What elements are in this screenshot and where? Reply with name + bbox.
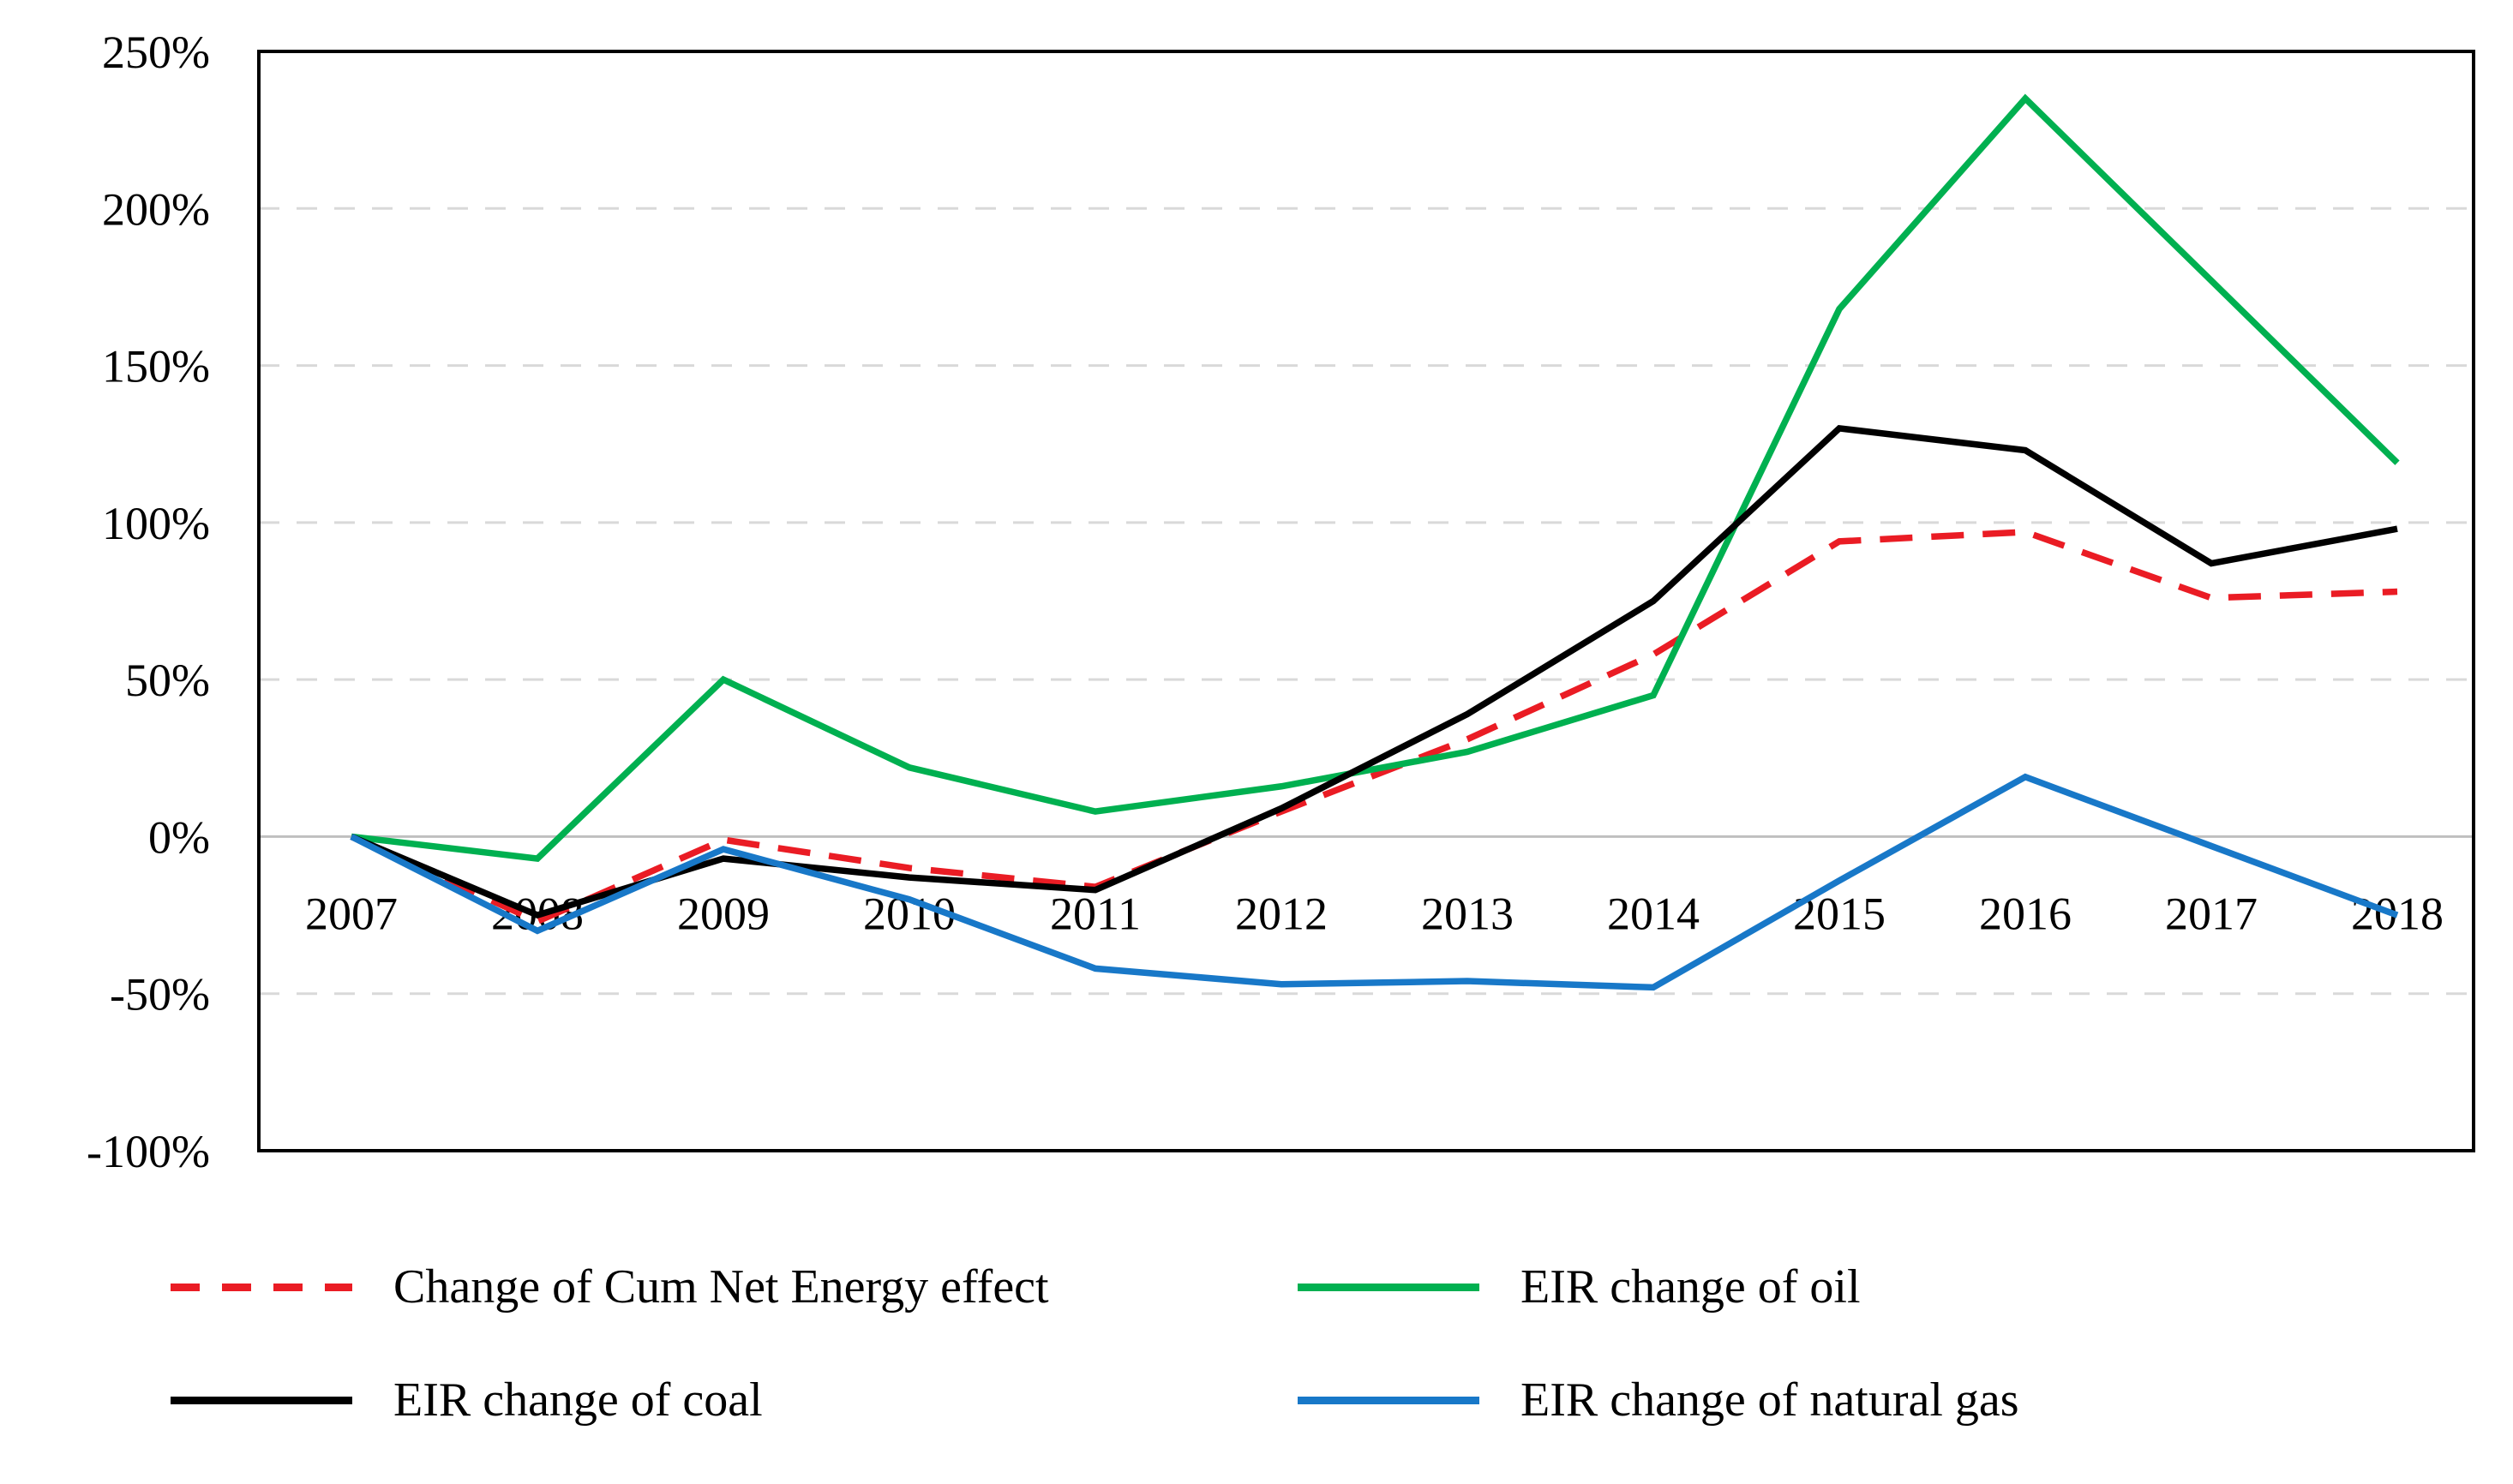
- x-axis-label-2011: 2011: [1050, 888, 1141, 939]
- y-axis-label--100: -100%: [87, 1126, 210, 1177]
- legend-swatch-blue-line: [1298, 1396, 1479, 1404]
- x-axis-label-2016: 2016: [1979, 888, 2072, 939]
- y-axis-label-50: 50%: [125, 655, 210, 706]
- legend-item-eir-coal: EIR change of coal: [171, 1373, 1298, 1427]
- y-axis-label-200: 200%: [102, 183, 210, 235]
- legend-label: Change of Cum Net Energy effect: [393, 1260, 1049, 1313]
- legend-swatch-black-line: [171, 1396, 352, 1404]
- x-axis-label-2009: 2009: [677, 888, 770, 939]
- legend-label: EIR change of natural gas: [1520, 1373, 2019, 1427]
- series-line-eir-change-of-oil: [351, 93, 2400, 863]
- series-line-eir-change-of-coal: [350, 424, 2398, 919]
- legend-label: EIR change of oil: [1520, 1260, 1861, 1313]
- x-axis-label-2012: 2012: [1235, 888, 1328, 939]
- series-line-eir-change-of-natural-gas: [350, 773, 2399, 991]
- plot-border: [257, 50, 2475, 1152]
- y-axis-label-150: 150%: [102, 341, 210, 392]
- legend-label: EIR change of coal: [393, 1373, 763, 1427]
- y-axis-label-0: 0%: [148, 811, 210, 863]
- y-axis-label--50: -50%: [110, 969, 210, 1020]
- legend-item-eir-natural-gas: EIR change of natural gas: [1298, 1373, 2019, 1427]
- legend-item-eir-oil: EIR change of oil: [1298, 1260, 2019, 1314]
- x-axis-label-2017: 2017: [2165, 888, 2258, 939]
- legend-item-cum-net-energy: Change of Cum Net Energy effect: [171, 1260, 1298, 1314]
- x-axis-label-2013: 2013: [1421, 888, 1514, 939]
- y-axis-label-250: 250%: [102, 27, 210, 78]
- legend: Change of Cum Net Energy effect EIR chan…: [171, 1230, 2019, 1457]
- y-axis-label-100: 100%: [102, 498, 210, 549]
- legend-swatch-red-dashed-line: [171, 1283, 352, 1291]
- x-axis-label-2007: 2007: [305, 888, 398, 939]
- legend-swatch-green-line: [1298, 1283, 1479, 1291]
- series-line-change-of-cum-net-energy-effect: [350, 529, 2398, 925]
- x-axis-label-2014: 2014: [1607, 888, 1700, 939]
